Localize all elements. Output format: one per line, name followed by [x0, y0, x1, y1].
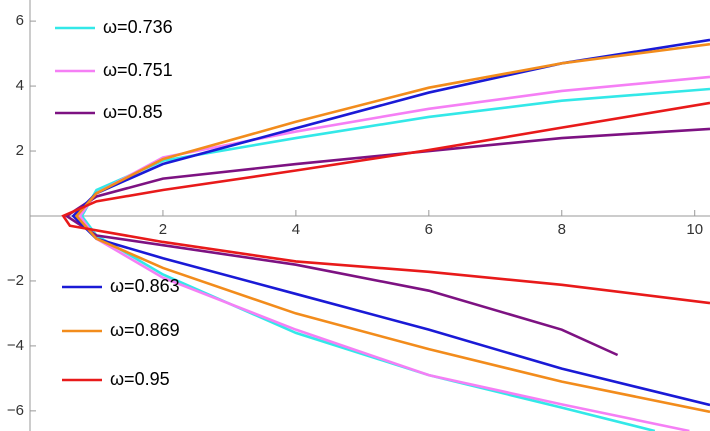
y-tick-label: 2	[16, 142, 24, 159]
legend-label: ω=0.95	[110, 369, 170, 389]
legend-label: ω=0.863	[110, 276, 180, 296]
legend-label: ω=0.736	[103, 17, 173, 37]
y-tick-label: −4	[7, 337, 24, 354]
legend-label: ω=0.751	[103, 60, 173, 80]
y-tick-label: 4	[16, 77, 24, 94]
y-tick-label: 6	[16, 12, 24, 29]
x-tick-label: 6	[425, 221, 433, 238]
curve	[78, 75, 710, 431]
legend-label: ω=0.869	[110, 320, 180, 340]
y-tick-label: −6	[7, 402, 24, 419]
legend-label: ω=0.85	[103, 102, 163, 122]
x-tick-label: 8	[558, 221, 566, 238]
curve	[61, 101, 710, 305]
x-tick-label: 4	[292, 221, 300, 238]
x-tick-label: 10	[686, 221, 703, 238]
curve	[74, 42, 710, 414]
y-tick-label: −2	[7, 272, 24, 289]
curve	[80, 87, 710, 431]
curve	[71, 38, 710, 407]
x-tick-label: 2	[159, 221, 167, 238]
